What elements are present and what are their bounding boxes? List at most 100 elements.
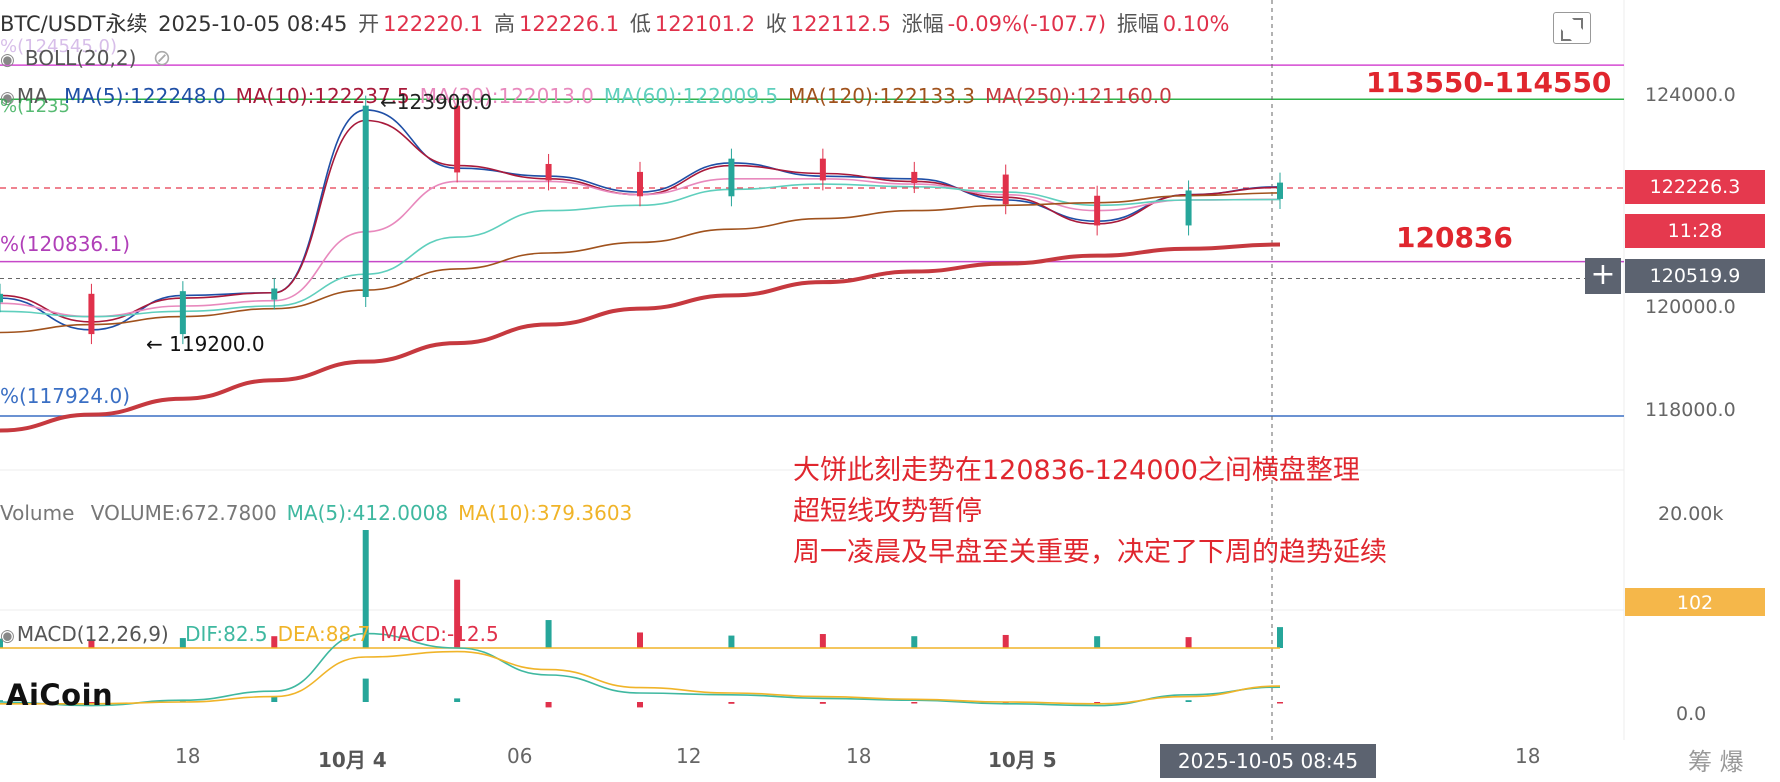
volume-bar-5	[454, 579, 461, 648]
volume-item-0: VOLUME:672.7800	[90, 501, 277, 525]
macd-hist-3	[271, 696, 278, 702]
macd-hist-13	[1185, 700, 1192, 702]
ma-label: MA	[16, 84, 48, 108]
volume-bar-4	[362, 530, 369, 648]
blue-level-label: %(117924.0)	[0, 384, 131, 408]
boll-indicator-row[interactable]: ◉ BOLL(20,2) ⊘	[0, 46, 181, 71]
symbol-name[interactable]: BTC/USDT永续	[0, 12, 148, 36]
pink-level-label: %(120836.1)	[0, 232, 131, 256]
macd-hist-9	[819, 702, 826, 704]
corner-labels[interactable]: 筹 爆	[1688, 748, 1744, 776]
volume-bar-13	[1185, 637, 1192, 648]
volume-bar-14	[1277, 627, 1283, 648]
change-value: -0.09%(-107.7)	[947, 12, 1107, 36]
low-label: 低	[629, 12, 651, 36]
candle-body-13	[1185, 190, 1192, 226]
ma-item-3: MA(60):122009.5	[603, 84, 779, 108]
volume-bar-9	[819, 634, 826, 648]
header-datetime: 2025-10-05 08:45	[158, 12, 348, 36]
ma-item-1: MA(10):122237.5	[235, 84, 410, 108]
macd-hist-1	[88, 702, 95, 704]
macd-item-1: DEA:88.7	[277, 622, 371, 646]
time-tick-06: 06	[507, 744, 533, 768]
macd-hist-0	[0, 700, 3, 702]
candle-body-12	[1094, 195, 1101, 226]
close-value: 122112.5	[790, 12, 891, 36]
open-label: 开	[358, 12, 380, 36]
macd-hist-2	[179, 700, 186, 702]
time-tick-12: 12	[676, 744, 702, 768]
candle-body-2	[179, 291, 186, 335]
volume-bar-3	[271, 636, 278, 648]
open-value: 122220.1	[383, 12, 484, 36]
macd-title: MACD(12,26,9)	[16, 622, 169, 646]
ma-eye-icon[interactable]: ◉	[0, 88, 15, 108]
macd-dea-line	[0, 650, 1281, 705]
axis-tick-macd-0: 0.0	[1676, 703, 1707, 725]
macd-hist-12	[1094, 702, 1101, 704]
candle-body-5	[454, 105, 461, 173]
macd-item-2: MACD:-12.5	[380, 622, 499, 646]
current-price-tag: 122226.3	[1625, 170, 1765, 204]
macd-eye-icon[interactable]: ◉	[0, 626, 15, 646]
hide-eye-icon[interactable]: ⊘	[152, 46, 172, 71]
series-line-2	[0, 177, 1281, 318]
macd-hist-10	[911, 702, 918, 704]
zone-support-label: 120836	[1396, 221, 1513, 254]
macd-hist-8	[728, 702, 735, 704]
volume-bar-10	[911, 636, 918, 648]
macd-hist-11	[1002, 702, 1009, 704]
amp-value: 0.10%	[1162, 12, 1230, 36]
candle-body-0	[0, 293, 3, 303]
macd-hist-7	[637, 702, 643, 708]
volume-bar-12	[1094, 636, 1101, 648]
ma-item-5: MA(250):121160.0	[984, 84, 1172, 108]
analysis-annotation: 大饼此刻走势在120836-124000之间横盘整理 超短线攻势暂停 周一凌晨及…	[793, 450, 1387, 573]
volume-bar-8	[728, 635, 735, 648]
macd-hist-4	[362, 678, 369, 702]
volume-bar-0	[0, 638, 3, 648]
aicoin-logo: AiCoin	[6, 678, 114, 712]
low-value: 122101.2	[654, 12, 756, 36]
close-label: 收	[765, 12, 787, 36]
ma-item-0: MA(5):122248.0	[64, 84, 226, 108]
annotation-line-2: 超短线攻势暂停	[793, 496, 982, 527]
time-tick-oct5: 10月 5	[988, 748, 1057, 772]
volume-bar-1	[88, 640, 95, 648]
high-label: 高	[493, 12, 515, 36]
volume-item-2: MA(10):379.3603	[458, 501, 633, 525]
macd-indicator-row[interactable]: ◉ MACD(12,26,9) DIF:82.5 DEA:88.7 MACD:-12.…	[0, 622, 509, 646]
fullscreen-icon[interactable]	[1553, 12, 1591, 44]
volume-item-1: MA(5):412.0008	[286, 501, 449, 525]
volume-bar-2	[179, 638, 186, 648]
candle-body-1	[88, 293, 95, 335]
candle-body-4	[362, 105, 369, 297]
ma-prev-partial: %(1235	[0, 96, 70, 117]
volume-tag: 102	[1625, 588, 1765, 616]
ma-indicator-row[interactable]: ◉ MA MA(5):122248.0 MA(10):122237.5 MA(30):…	[0, 84, 1182, 108]
time-tick-18a: 18	[175, 744, 201, 768]
axis-tick-20k: 20.00k	[1658, 503, 1724, 525]
series-line-5	[0, 242, 1281, 433]
candle-body-7	[637, 171, 643, 197]
volume-indicator-row[interactable]: Volume VOLUME:672.7800 MA(5):412.0008 MA(1…	[0, 501, 642, 525]
time-tick-18c: 18	[1515, 744, 1541, 768]
time-tick-18b: 18	[846, 744, 872, 768]
candle-body-11	[1002, 174, 1009, 205]
amp-label: 振幅	[1116, 12, 1159, 36]
volume-bar-11	[1002, 634, 1009, 648]
high-value: 122226.1	[518, 12, 620, 36]
annotation-line-1: 大饼此刻走势在120836-124000之间横盘整理	[793, 455, 1360, 486]
candle-body-6	[545, 163, 552, 181]
macd-hist-5	[454, 698, 461, 702]
low-marker: ← 119200.0	[146, 332, 265, 356]
add-alert-plus-icon[interactable]: +	[1585, 258, 1621, 294]
zone-upper-label: 113550-114550	[1366, 66, 1612, 99]
eye-icon[interactable]: ◉	[0, 50, 15, 70]
ma-item-4: MA(120):122133.3	[788, 84, 975, 108]
change-label: 涨幅	[901, 12, 944, 36]
ma-item-2: MA(30):122013.0	[419, 84, 594, 108]
annotation-line-3: 周一凌晨及早盘至关重要，决定了下周的趋势延续	[793, 537, 1387, 568]
